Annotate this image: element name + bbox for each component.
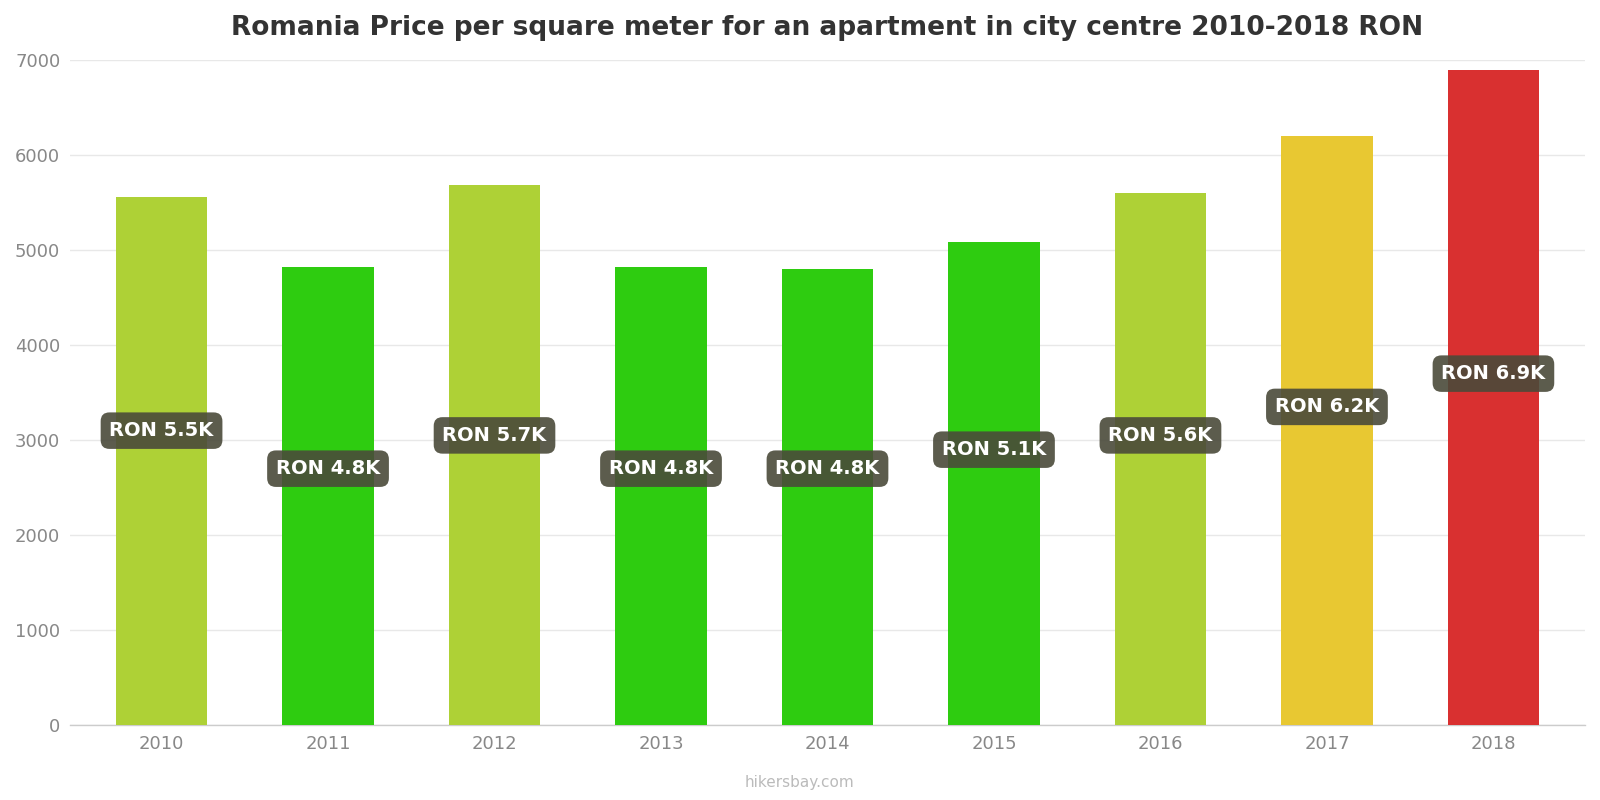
Bar xyxy=(1115,193,1206,726)
Bar xyxy=(616,267,707,726)
Text: RON 5.7K: RON 5.7K xyxy=(443,426,547,445)
Text: RON 5.1K: RON 5.1K xyxy=(942,440,1046,459)
Bar xyxy=(282,267,374,726)
Text: RON 4.8K: RON 4.8K xyxy=(610,459,714,478)
Bar xyxy=(448,186,541,726)
Text: RON 5.5K: RON 5.5K xyxy=(109,421,214,440)
Bar xyxy=(1282,136,1373,726)
Bar xyxy=(1448,70,1539,726)
Text: RON 6.2K: RON 6.2K xyxy=(1275,398,1379,416)
Text: RON 4.8K: RON 4.8K xyxy=(776,459,880,478)
Text: hikersbay.com: hikersbay.com xyxy=(746,775,854,790)
Bar xyxy=(782,269,874,726)
Title: Romania Price per square meter for an apartment in city centre 2010-2018 RON: Romania Price per square meter for an ap… xyxy=(232,15,1424,41)
Bar xyxy=(949,242,1040,726)
Text: RON 5.6K: RON 5.6K xyxy=(1109,426,1213,445)
Text: RON 4.8K: RON 4.8K xyxy=(275,459,381,478)
Bar xyxy=(115,197,208,726)
Text: RON 6.9K: RON 6.9K xyxy=(1442,364,1546,383)
